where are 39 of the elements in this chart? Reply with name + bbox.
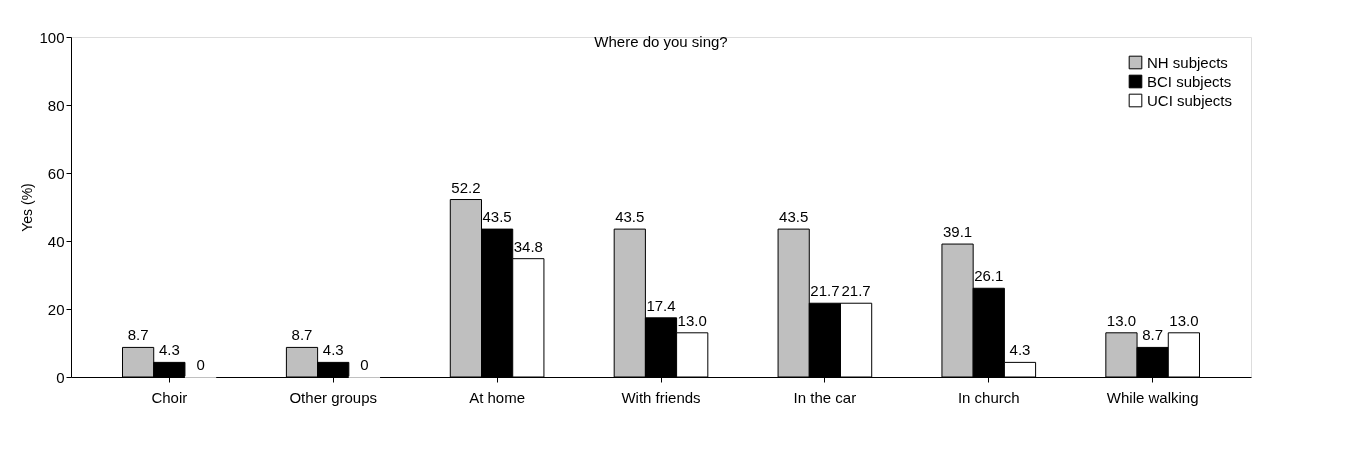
data-label: 8.7 [127, 326, 149, 344]
y-tick-label: 0 [56, 368, 65, 386]
data-label: 43.5 [615, 208, 645, 226]
legend-label: UCI subjects [1147, 91, 1233, 109]
x-tick-label: With friends [621, 388, 701, 406]
y-axis-title: Yes (%) [19, 183, 36, 232]
data-label: 34.8 [513, 237, 543, 255]
data-label: 26.1 [974, 267, 1004, 285]
x-tick-label: In church [957, 388, 1020, 406]
y-tick-label: 20 [47, 300, 65, 318]
chart-title: Where do you sing? [594, 33, 728, 50]
x-tick-label: Choir [151, 388, 188, 406]
data-label: 4.3 [158, 341, 180, 359]
data-label: 13.0 [1169, 311, 1199, 329]
data-label: 43.5 [482, 208, 512, 226]
y-tick-label: 100 [39, 28, 65, 46]
data-label: 8.7 [1142, 326, 1164, 344]
data-label: 4.3 [322, 341, 344, 359]
data-label: 52.2 [451, 178, 481, 196]
legend-label: BCI subjects [1147, 72, 1232, 90]
data-label: 13.0 [677, 311, 707, 329]
x-tick-label: While walking [1106, 388, 1199, 406]
data-label: 43.5 [779, 208, 809, 226]
data-label: 13.0 [1106, 311, 1137, 329]
data-label: 21.7 [810, 282, 840, 300]
data-label: 0 [360, 356, 369, 373]
x-tick-label: In the car [793, 388, 857, 406]
data-label: 39.1 [942, 223, 973, 241]
y-tick-label: 40 [47, 232, 65, 250]
y-tick-label: 60 [47, 164, 65, 182]
data-label: 4.3 [1009, 341, 1031, 359]
data-label: 21.7 [841, 282, 871, 300]
y-tick-label: 80 [47, 96, 65, 114]
data-label: 17.4 [646, 296, 676, 314]
data-label: 0 [196, 356, 205, 373]
legend-label: NH subjects [1147, 53, 1228, 71]
x-tick-label: At home [469, 388, 526, 406]
x-tick-label: Other groups [289, 388, 377, 406]
data-label: 8.7 [291, 326, 313, 344]
